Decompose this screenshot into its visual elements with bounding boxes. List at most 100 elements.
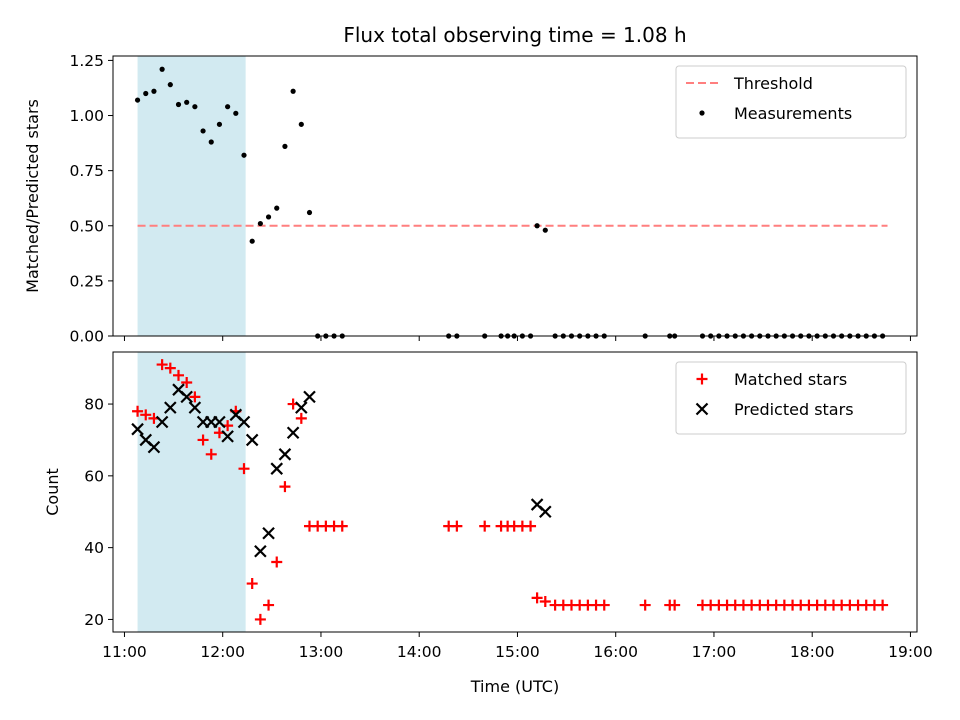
matched-point xyxy=(164,362,176,374)
matched-point xyxy=(197,434,209,446)
matched-point xyxy=(479,520,491,532)
matched-point xyxy=(263,599,275,611)
matched-point xyxy=(639,599,651,611)
measurement-point xyxy=(151,88,157,94)
predicted-point xyxy=(295,401,308,414)
predicted-point xyxy=(254,544,267,558)
measurement-point xyxy=(225,104,231,110)
measurement-point xyxy=(233,110,239,116)
legend-entry: Matched stars xyxy=(734,370,847,389)
y-axis-label: Matched/Predicted stars xyxy=(23,99,42,293)
predicted-point xyxy=(131,422,144,436)
measurement-point xyxy=(208,139,214,145)
measurement-point xyxy=(249,238,255,244)
predicted-point xyxy=(262,527,275,540)
predicted-point xyxy=(237,415,251,429)
y-axis-label: Count xyxy=(43,468,62,516)
predicted-point xyxy=(213,415,226,429)
legend-entry: Predicted stars xyxy=(734,400,854,419)
bottom-panel: 20 40 60 80 11:00 12:00 13:00 14:00 15:00 16:00 17… xyxy=(43,351,933,661)
matched-point xyxy=(696,373,708,385)
predicted-point xyxy=(155,415,169,429)
legend: Matched stars Predicted stars xyxy=(675,361,907,435)
y-tick-label: 20 xyxy=(84,611,104,629)
legend-entry: Measurements xyxy=(734,104,852,123)
predicted-point xyxy=(188,401,202,414)
predicted-point xyxy=(539,505,552,519)
legend-box xyxy=(675,65,907,139)
matched-point xyxy=(172,369,184,381)
measurement-point xyxy=(274,205,280,211)
measurement-point xyxy=(184,99,190,105)
matched-point xyxy=(205,448,217,460)
matched-point xyxy=(189,391,201,403)
y-tick-label: 0.00 xyxy=(69,328,104,346)
measurement-point xyxy=(306,209,313,216)
predicted-point xyxy=(270,462,284,475)
predicted-point xyxy=(245,433,259,447)
x-tick-label: 17:00 xyxy=(692,643,737,661)
matched-point xyxy=(246,578,258,590)
matched-point xyxy=(254,613,266,625)
y-tick-label: 0.75 xyxy=(69,162,104,180)
matched-point xyxy=(140,409,152,421)
predicted-point xyxy=(147,440,161,454)
x-tick-label: 16:00 xyxy=(593,643,638,661)
x-tick-label: 11:00 xyxy=(102,643,147,661)
legend-box xyxy=(675,361,907,435)
chart-title: Flux total observing time = 1.08 h xyxy=(343,23,686,47)
matched-point xyxy=(279,481,291,493)
predicted-point xyxy=(180,390,193,404)
matched-point xyxy=(132,405,144,417)
measurement-point xyxy=(290,88,296,94)
x-axis-label: Time (UTC) xyxy=(470,677,559,696)
top-panel: 0.00 0.25 0.50 0.75 1.00 1.25 Matched/Predicte… xyxy=(23,52,918,346)
matched-point xyxy=(238,463,250,475)
legend-entry: Threshold xyxy=(733,74,813,93)
predicted-point xyxy=(164,401,177,414)
matched-point xyxy=(539,595,551,607)
matched-point xyxy=(271,556,283,568)
x-tick-label: 14:00 xyxy=(397,643,442,661)
y-tick-label: 40 xyxy=(84,539,104,557)
matched-point xyxy=(669,599,681,611)
measurement-point xyxy=(200,128,206,134)
measurement-point xyxy=(134,97,141,103)
matched-point xyxy=(336,520,348,532)
predicted-point xyxy=(286,426,300,440)
predicted-point xyxy=(221,430,234,443)
matched-point xyxy=(295,412,307,424)
measurement-point xyxy=(699,110,705,116)
x-tick-label: 18:00 xyxy=(790,643,835,661)
y-tick-label: 0.25 xyxy=(69,272,104,290)
y-tick-label: 1.25 xyxy=(69,52,104,70)
predicted-point xyxy=(303,390,316,404)
matched-point xyxy=(156,359,168,371)
measurement-point xyxy=(216,121,223,127)
y-tick-label: 0.50 xyxy=(69,217,104,235)
matched-point xyxy=(525,520,537,532)
matched-point xyxy=(451,520,463,532)
measurement-point xyxy=(241,152,247,158)
measurement-point xyxy=(298,121,304,127)
predicted-point xyxy=(278,448,292,461)
matched-point xyxy=(598,599,610,611)
plot-frame xyxy=(112,55,918,337)
legend: Threshold Measurements xyxy=(675,65,907,139)
measurement-point xyxy=(282,143,288,149)
measurement-point xyxy=(257,220,263,227)
predicted-point xyxy=(695,402,709,416)
measurement-point xyxy=(534,223,540,229)
x-tick-label: 15:00 xyxy=(495,643,540,661)
matched-point xyxy=(181,377,193,389)
measurement-point xyxy=(143,90,149,97)
measurement-point xyxy=(192,104,198,110)
plot-frame xyxy=(112,351,918,633)
measurement-point xyxy=(159,66,165,72)
measurement-point xyxy=(167,82,173,88)
measurement-point xyxy=(265,214,272,220)
y-tick-label: 60 xyxy=(84,467,104,485)
highlight-span xyxy=(137,56,246,336)
highlight-span xyxy=(137,352,246,632)
